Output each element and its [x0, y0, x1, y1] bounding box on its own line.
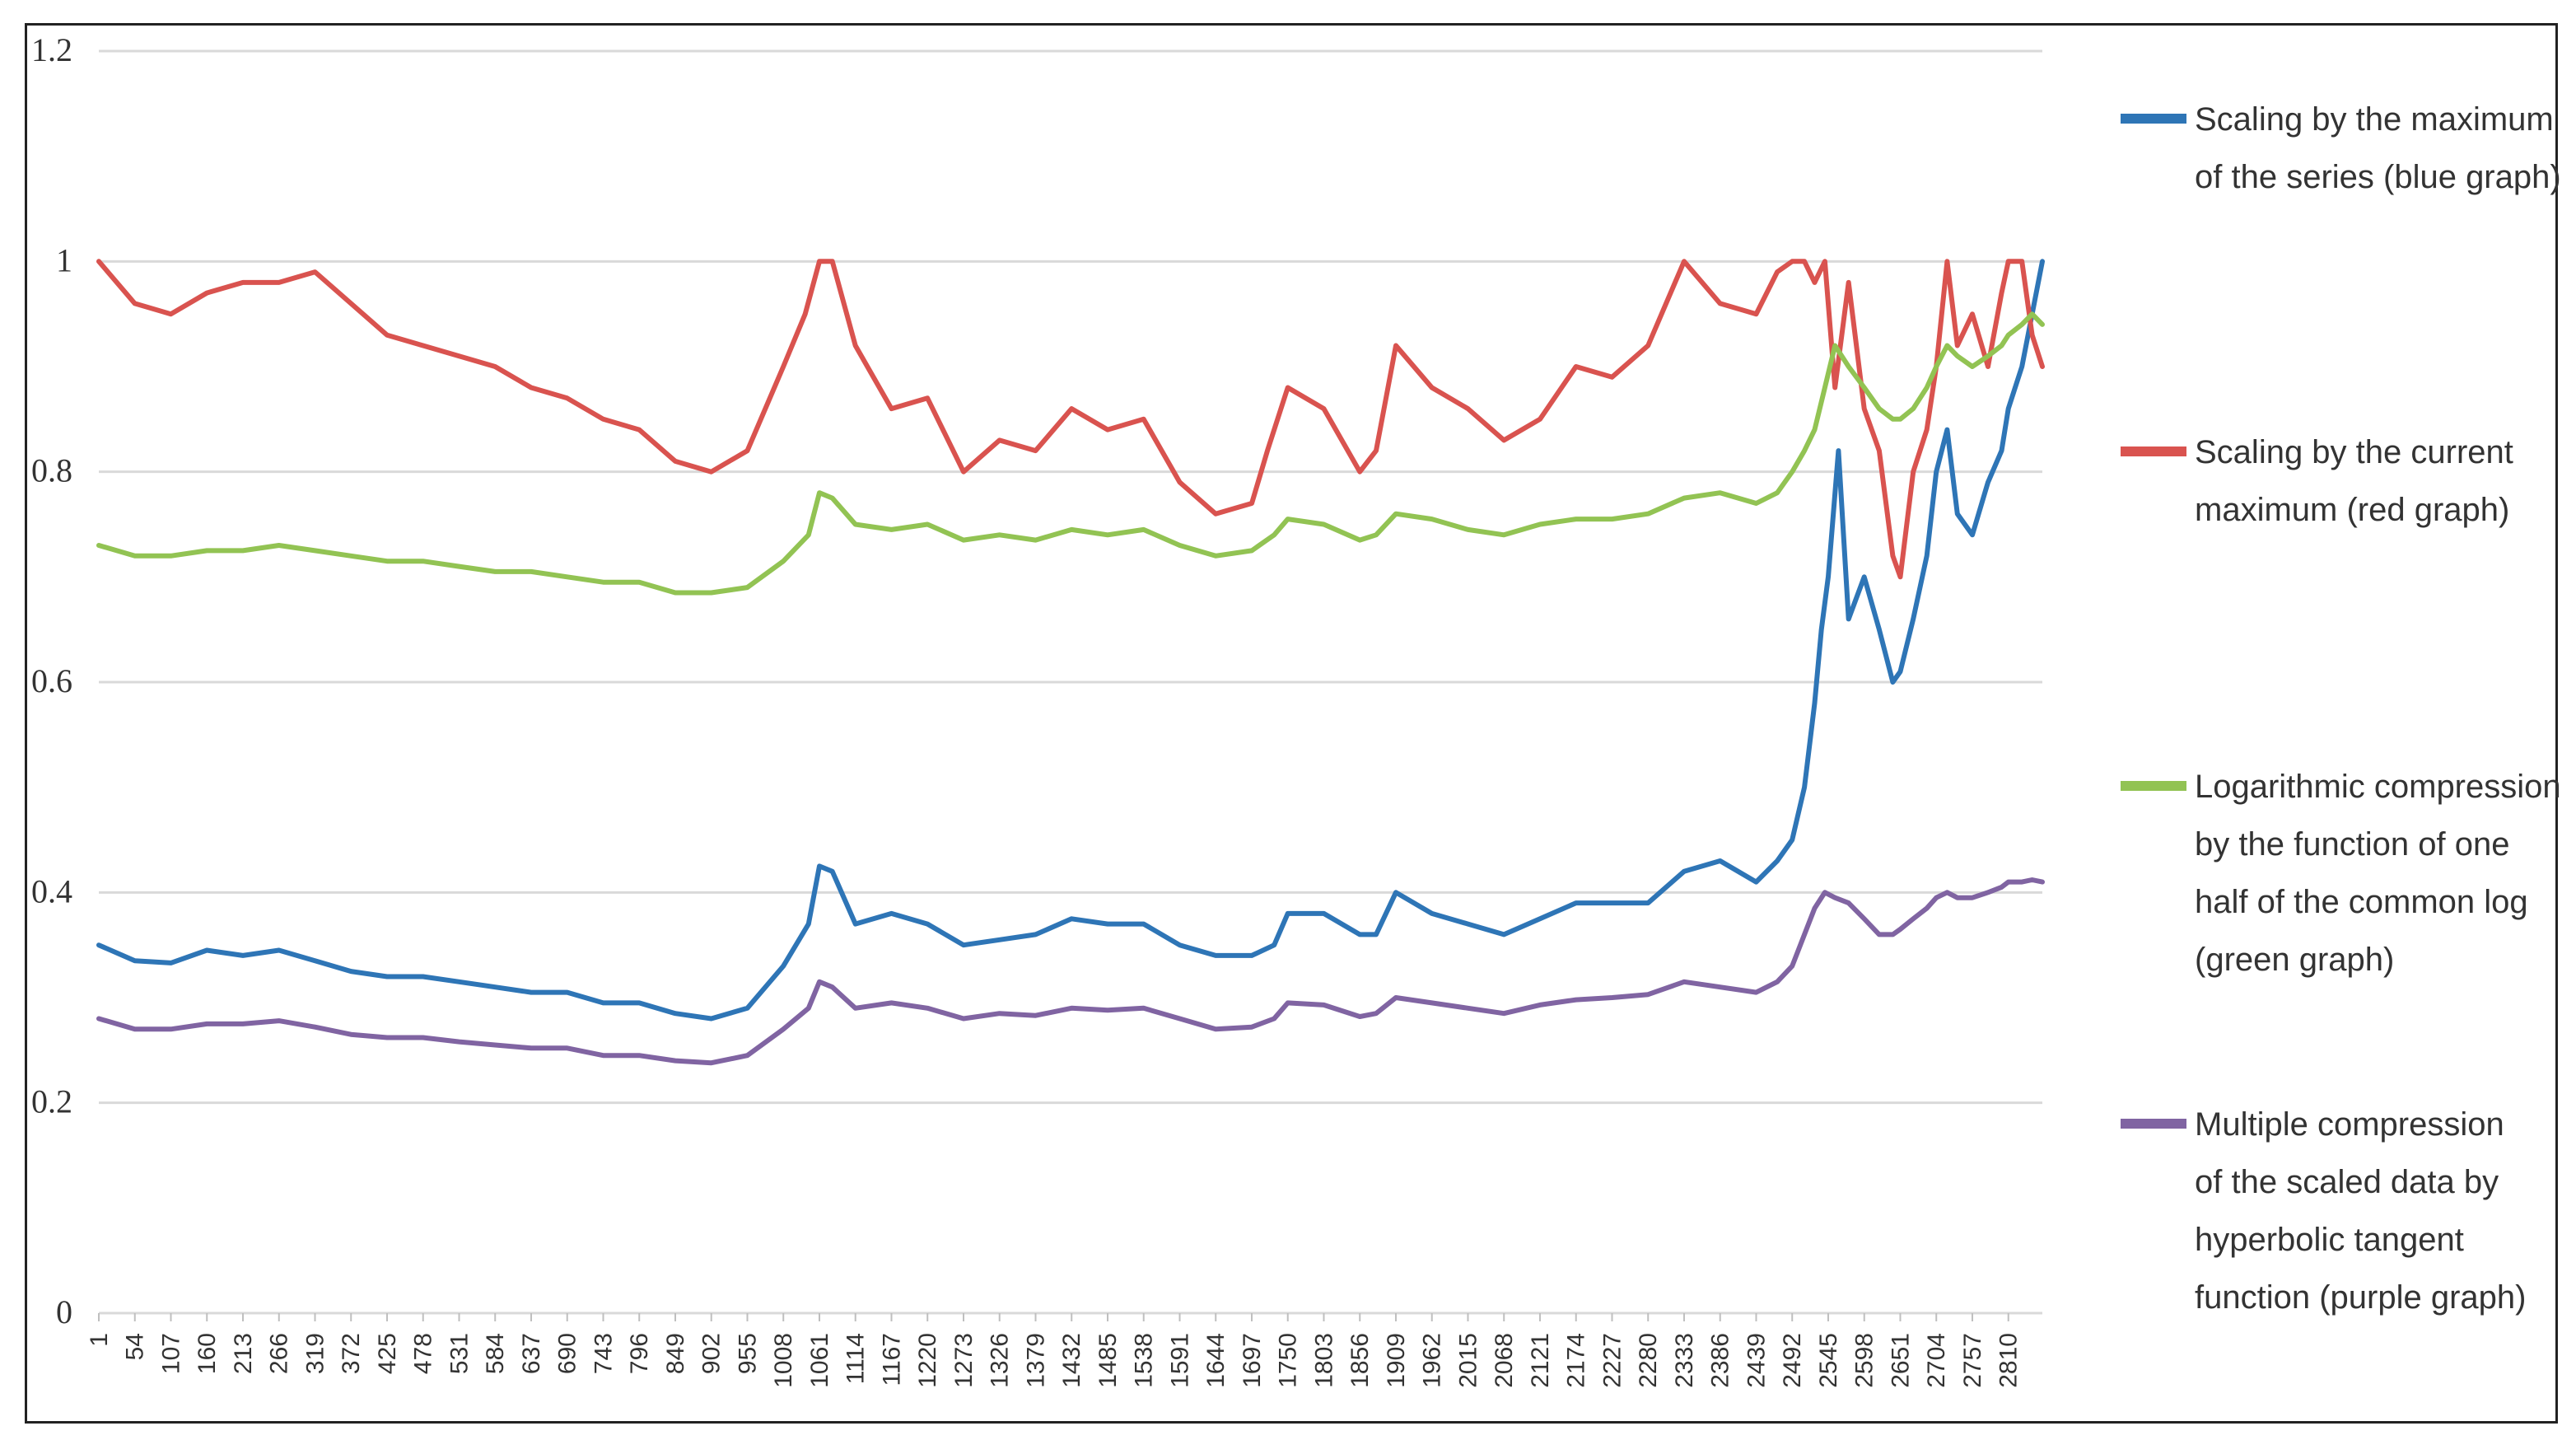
x-tick-label: 1273 — [950, 1333, 978, 1388]
x-tick-label: 531 — [446, 1333, 473, 1374]
x-tick-label: 1008 — [770, 1333, 797, 1388]
legend-label-2: by the function of one — [2195, 826, 2510, 863]
x-tick-label: 1538 — [1131, 1333, 1158, 1388]
x-tick-label: 849 — [662, 1333, 689, 1374]
legend: Scaling by the maximum of the series (blu… — [2121, 101, 2561, 1316]
x-tick-label: 690 — [554, 1333, 581, 1374]
y-tick-label: 0.2 — [31, 1083, 72, 1120]
legend-label-0: Scaling by the maximum — [2195, 101, 2554, 138]
y-tick-label: 0 — [56, 1293, 72, 1330]
x-tick-label: 54 — [122, 1333, 149, 1360]
legend-label-2: half of the common log — [2195, 884, 2528, 920]
x-tick-label: 1326 — [987, 1333, 1014, 1388]
y-tick-label: 1 — [56, 241, 72, 278]
x-tick-label: 478 — [410, 1333, 437, 1374]
legend-label-1: maximum (red graph) — [2195, 492, 2509, 528]
x-tick-label: 2545 — [1815, 1333, 1842, 1388]
legend-label-2: Logarithmic compression — [2195, 769, 2561, 805]
x-tick-label: 213 — [230, 1333, 257, 1374]
x-tick-label: 2598 — [1851, 1333, 1878, 1388]
legend-label-3: Multiple compression — [2195, 1106, 2504, 1143]
x-tick-label: 796 — [626, 1333, 653, 1374]
legend-label-0: of the series (blue graph) — [2195, 159, 2561, 195]
series-line-2 — [96, 311, 2045, 596]
x-tick-label: 1644 — [1202, 1333, 1230, 1388]
chart-frame — [25, 23, 2558, 1424]
x-tick-label: 1909 — [1383, 1333, 1410, 1388]
x-tick-label: 1962 — [1419, 1333, 1446, 1388]
x-tick-label: 2757 — [1959, 1333, 1986, 1388]
series-line-0 — [96, 259, 2045, 1022]
x-tick-label: 2121 — [1527, 1333, 1554, 1388]
x-tick-label: 1750 — [1275, 1333, 1302, 1388]
x-tick-label: 319 — [301, 1333, 329, 1374]
y-tick-label: 0.6 — [31, 662, 72, 699]
gridlines — [99, 49, 2042, 1315]
series-line-3 — [96, 877, 2045, 1066]
x-tick-label: 2227 — [1598, 1333, 1626, 1388]
x-tick-label: 1220 — [914, 1333, 941, 1388]
x-tick-label: 955 — [734, 1333, 761, 1374]
x-tick-label: 2015 — [1454, 1333, 1482, 1388]
x-tick-label: 2439 — [1743, 1333, 1770, 1388]
x-tick-label: 2068 — [1491, 1333, 1518, 1388]
x-tick-label: 1 — [86, 1333, 113, 1347]
legend-label-3: function (purple graph) — [2195, 1279, 2526, 1316]
x-tick-label: 1167 — [878, 1333, 905, 1386]
x-tick-label: 425 — [374, 1333, 401, 1374]
x-tick-label: 372 — [338, 1333, 365, 1374]
x-tick-label: 584 — [482, 1333, 509, 1374]
x-tick-label: 637 — [518, 1333, 545, 1374]
x-tick-label: 1379 — [1022, 1333, 1049, 1388]
x-tick-label: 266 — [266, 1333, 293, 1374]
x-tick-label: 1591 — [1166, 1333, 1193, 1388]
x-tick-label: 1856 — [1346, 1333, 1374, 1388]
legend-label-2: (green graph) — [2195, 942, 2394, 978]
x-tick-label: 1061 — [806, 1333, 833, 1388]
x-tick-label: 2333 — [1671, 1333, 1698, 1388]
x-tick-label: 1114 — [842, 1333, 870, 1384]
legend-label-1: Scaling by the current — [2195, 434, 2513, 470]
x-tick-label: 2174 — [1563, 1333, 1590, 1388]
x-tick-label: 1432 — [1058, 1333, 1085, 1388]
legend-label-3: of the scaled data by — [2195, 1164, 2499, 1200]
y-tick-label: 1.2 — [31, 31, 72, 68]
x-tick-label: 2386 — [1707, 1333, 1734, 1388]
x-tick-label: 1485 — [1094, 1333, 1122, 1388]
x-tick-label: 902 — [698, 1333, 726, 1374]
y-tick-label: 0.4 — [31, 872, 72, 909]
x-tick-label: 107 — [157, 1333, 184, 1374]
x-tick-label: 2280 — [1635, 1333, 1662, 1388]
y-tick-label: 0.8 — [31, 452, 72, 489]
x-axis-ticks: 1 54 107 160 213 266 319 372 425 478 531 584 637 690 7… — [86, 1313, 2023, 1388]
x-tick-label: 2492 — [1779, 1333, 1806, 1388]
x-tick-label: 2704 — [1923, 1333, 1950, 1388]
x-tick-label: 2651 — [1887, 1333, 1914, 1388]
series-lines — [96, 259, 2045, 1066]
y-axis-ticks: 0 0.2 0.4 0.6 0.8 1 1.2 — [31, 31, 72, 1330]
x-tick-label: 743 — [590, 1333, 617, 1374]
x-tick-label: 1697 — [1239, 1333, 1266, 1388]
x-tick-label: 1803 — [1310, 1333, 1337, 1388]
series-line-1 — [96, 259, 2045, 580]
x-tick-label: 160 — [194, 1333, 221, 1374]
legend-label-3: hyperbolic tangent — [2195, 1222, 2464, 1258]
x-tick-label: 2810 — [1995, 1333, 2023, 1388]
